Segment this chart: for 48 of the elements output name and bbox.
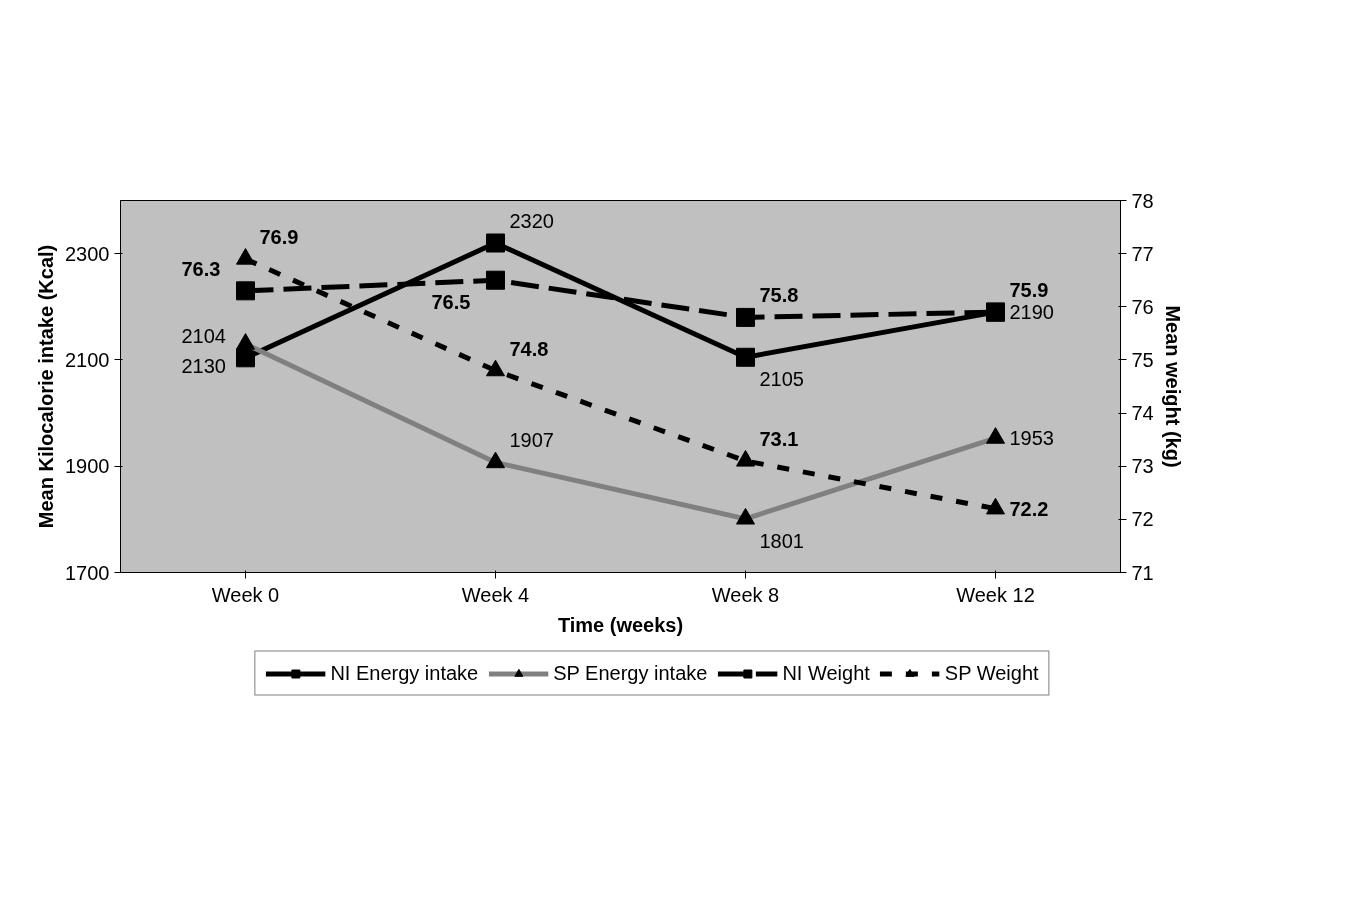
y2-tick-label: 73 [1131, 455, 1154, 478]
data-label: 76.9 [259, 225, 299, 248]
x-axis-title: Time (weeks) [557, 613, 684, 636]
data-label: 1801 [759, 529, 804, 552]
point [486, 359, 505, 377]
data-label: 73.1 [759, 427, 799, 450]
y2-tick-label: 78 [1131, 189, 1154, 212]
y2-tick-label: 76 [1131, 295, 1154, 318]
point [486, 270, 505, 290]
y2-tick-label: 72 [1131, 508, 1154, 531]
y2-axis-title: Mean weight (kg) [1161, 305, 1184, 468]
point [486, 233, 505, 253]
data-label: 2130 [181, 354, 226, 377]
point [986, 302, 1005, 322]
y2-tick-label: 75 [1131, 348, 1154, 371]
data-label: 2190 [1009, 301, 1054, 324]
y-axis-title: Mean Kilocalorie intake (Kcal) [35, 244, 58, 529]
x-tick-label: Week 4 [461, 583, 530, 606]
y-tick-label: 2300 [65, 242, 110, 265]
data-label: 76.3 [181, 257, 221, 280]
y-tick-label: 1700 [65, 561, 110, 584]
point [736, 307, 755, 327]
legend-label: NI Energy intake [330, 661, 479, 685]
data-label: 74.8 [509, 337, 549, 360]
data-label: 2105 [759, 368, 804, 391]
y-tick-label: 2100 [65, 348, 110, 371]
legend-label: SP Weight [944, 661, 1039, 685]
data-label: 1907 [509, 429, 554, 452]
data-label: 2320 [509, 210, 554, 233]
point [736, 450, 755, 467]
data-label: 2104 [181, 324, 226, 347]
data-label: 75.9 [1009, 279, 1049, 302]
point [236, 281, 255, 301]
y2-tick-label: 77 [1131, 242, 1154, 265]
legend-label: NI Weight [782, 661, 870, 685]
data-label: 75.8 [759, 284, 799, 307]
x-tick-label: Week 8 [711, 583, 780, 606]
data-label: 72.2 [1009, 497, 1049, 520]
point [736, 347, 755, 367]
legend-label: SP Energy intake [553, 661, 708, 685]
data-label: 76.5 [431, 291, 471, 314]
x-tick-label: Week 12 [956, 583, 1035, 606]
y2-tick-label: 71 [1131, 561, 1154, 584]
data-label: 1953 [1009, 427, 1054, 450]
y-tick-label: 1900 [65, 455, 110, 478]
y2-tick-label: 74 [1131, 402, 1154, 425]
x-tick-label: Week 0 [211, 583, 280, 606]
point [986, 497, 1005, 515]
